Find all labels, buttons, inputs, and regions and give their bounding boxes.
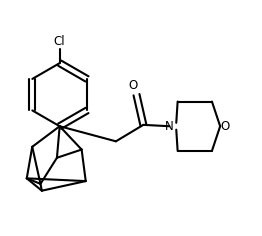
Text: N: N xyxy=(165,120,174,133)
Text: Cl: Cl xyxy=(54,35,66,48)
Text: O: O xyxy=(220,120,229,133)
Text: O: O xyxy=(129,79,138,92)
